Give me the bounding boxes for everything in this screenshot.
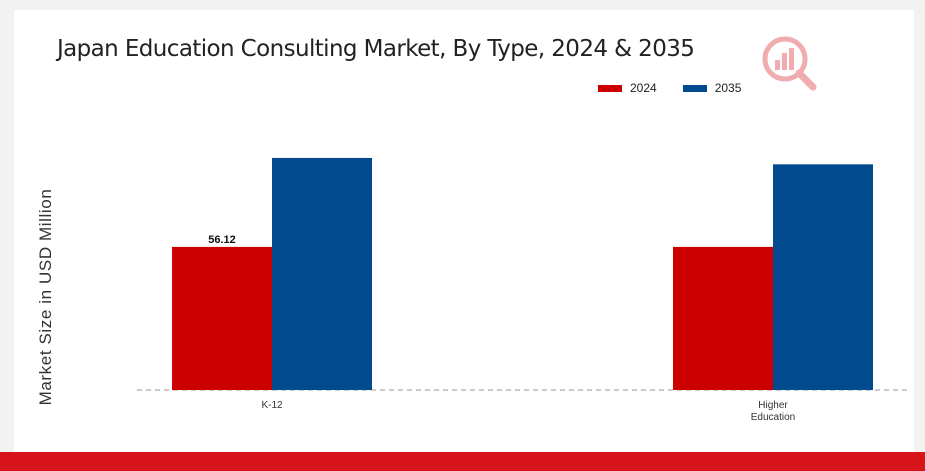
- chart-legend: 2024 2035: [598, 80, 767, 96]
- legend-label-2035: 2035: [714, 81, 742, 95]
- legend-item-2035: 2035: [682, 81, 742, 95]
- data-label-2024-k-12: 56.12: [208, 234, 236, 246]
- legend-item-2024: 2024: [598, 81, 657, 95]
- x-tick-label-higher-education: Higher Education: [751, 400, 795, 423]
- legend-swatch-2024: [598, 84, 622, 92]
- bar-2035-k-12: [272, 157, 372, 390]
- bar-chart-magnifier-logo: [760, 34, 818, 92]
- legend-label-2024: 2024: [630, 81, 657, 95]
- bar-2024-higher-education: [673, 246, 773, 390]
- bar-2024-k-12: [172, 246, 272, 390]
- legend-swatch-2035: [682, 84, 707, 92]
- bottom-brand-strip: [0, 452, 925, 471]
- x-tick-label-k-12: K-12: [261, 400, 283, 411]
- chart-title: Japan Education Consulting Market, By Ty…: [57, 36, 695, 62]
- bar-2035-higher-education: [773, 164, 873, 390]
